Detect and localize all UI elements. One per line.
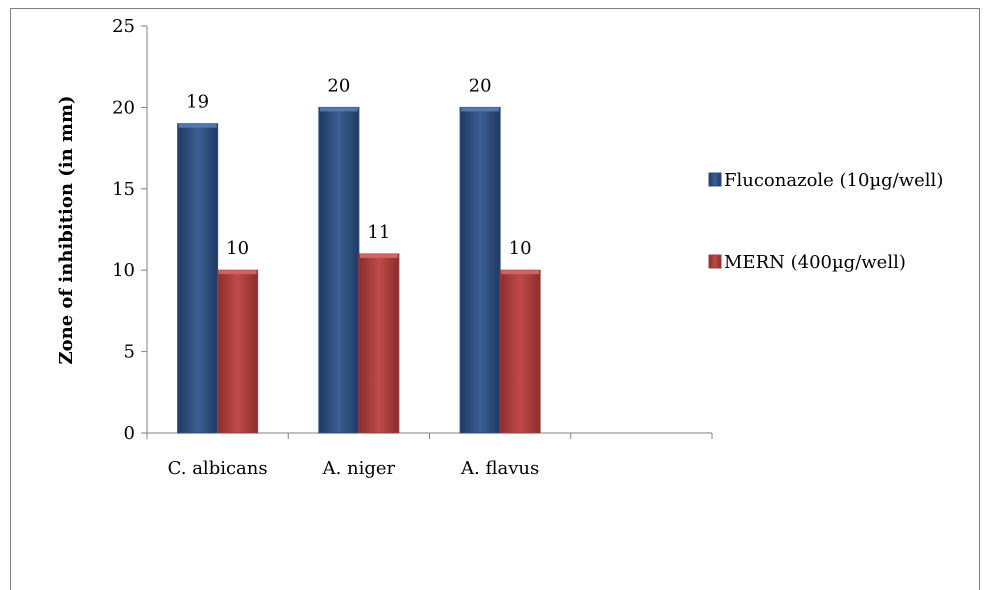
y-tick-label: 5 <box>124 342 135 363</box>
bar-top-bevel <box>359 253 398 258</box>
bar-top-bevel <box>501 270 540 275</box>
x-tick-label: A. flavus <box>460 458 539 479</box>
data-label: 20 <box>327 75 350 96</box>
x-tick-label: C. albicans <box>168 458 268 479</box>
bar-top-bevel <box>461 107 500 112</box>
data-label: 10 <box>226 238 249 259</box>
bar-top-bevel <box>319 107 358 112</box>
legend-label: Fluconazole (10µg/well) <box>724 170 943 191</box>
bar-mern <box>217 269 259 434</box>
data-label: 11 <box>367 222 390 243</box>
data-label: 10 <box>509 238 532 259</box>
data-label: 20 <box>469 75 492 96</box>
x-tick-label: A. niger <box>322 458 396 479</box>
bar-fluconazole <box>318 106 360 434</box>
y-tick-label: 15 <box>112 179 135 200</box>
bar-mern <box>358 253 400 434</box>
bar-fluconazole <box>177 123 219 434</box>
bars <box>177 106 541 434</box>
bar-top-bevel <box>218 270 257 275</box>
chart-frame <box>10 8 980 590</box>
y-tick-label: 20 <box>112 97 135 118</box>
y-axis-title: Zone of inhibition (in mm) <box>56 95 77 364</box>
y-tick-label: 25 <box>112 16 135 37</box>
bar-top-bevel <box>178 123 217 128</box>
bar-fluconazole <box>459 106 501 434</box>
legend-label: MERN (400µg/well) <box>724 252 906 273</box>
legend-swatch <box>708 254 722 269</box>
bar-mern <box>499 269 541 434</box>
labels: 19 20 20 10 11 10 <box>186 75 531 259</box>
axes: 0 5 10 15 20 25 C. albicans A. niger A. flavus <box>112 16 713 479</box>
y-tick-label: 10 <box>112 260 135 281</box>
legend-swatch <box>708 172 722 187</box>
data-label: 19 <box>186 92 209 113</box>
legend: Fluconazole (10µg/well) MERN (400µg/well) <box>708 170 943 273</box>
y-tick-label: 0 <box>124 423 135 444</box>
